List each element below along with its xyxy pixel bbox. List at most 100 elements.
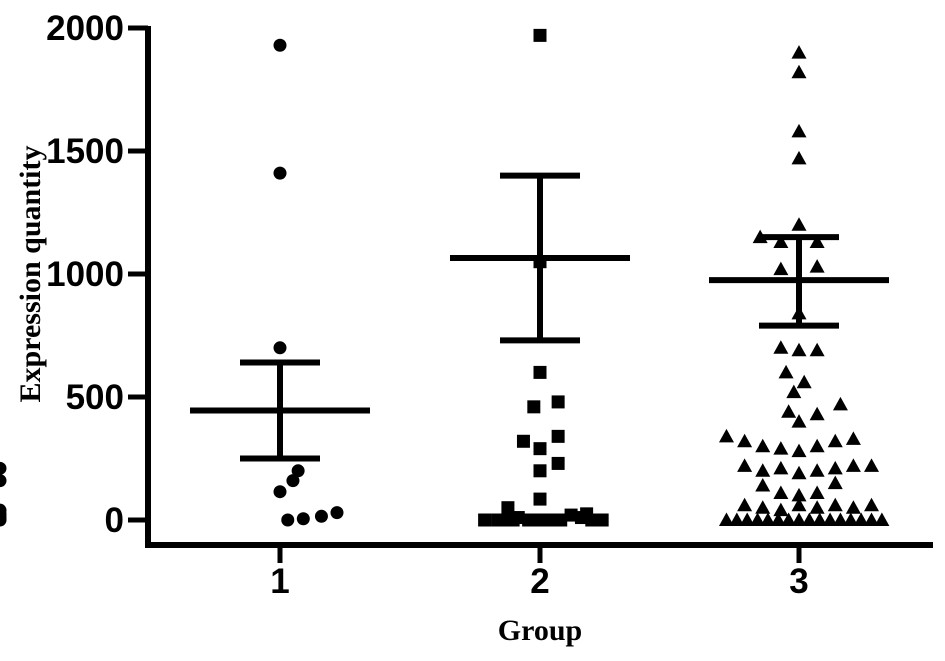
y-tick-label: 0 (105, 501, 124, 540)
data-point-triangle (809, 406, 825, 421)
data-point-circle (273, 38, 287, 52)
data-point-circle (273, 485, 287, 499)
data-point-triangle (822, 512, 838, 526)
data-point-triangle (791, 497, 807, 512)
data-point-triangle (809, 500, 825, 514)
data-point-triangle (843, 512, 859, 526)
data-point-triangle (791, 465, 807, 480)
y-axis-title: Expression quantity (14, 145, 47, 402)
data-point-triangle (791, 414, 807, 428)
data-point-square (551, 395, 565, 409)
data-point-triangle (809, 485, 825, 499)
data-point-circle (314, 509, 328, 523)
data-point-triangle (773, 441, 789, 455)
data-point-triangle (773, 460, 789, 475)
data-point-square (580, 507, 594, 521)
data-point-square (478, 513, 492, 527)
plot-area (0, 28, 890, 527)
data-point-triangle (827, 497, 843, 512)
data-point-triangle (832, 396, 848, 411)
data-point-circle (273, 166, 287, 180)
data-point-triangle (773, 340, 789, 354)
data-point-square (551, 429, 565, 443)
data-point-triangle (773, 261, 789, 276)
data-point-circle (273, 341, 287, 355)
data-point-square (533, 442, 547, 456)
data-point-triangle (845, 458, 861, 472)
data-point-triangle (845, 431, 861, 445)
data-point-triangle (827, 433, 843, 448)
data-point-triangle (739, 512, 755, 526)
data-point-triangle (845, 500, 861, 514)
ticks: 0 500 1000 1500 2000 1 2 3 (46, 9, 809, 601)
data-point-square (496, 513, 510, 527)
data-point-triangle (796, 374, 812, 389)
data-point-triangle (781, 404, 797, 418)
data-point-triangle (864, 512, 880, 526)
data-point-square (516, 434, 530, 448)
data-point-circle (0, 513, 7, 527)
data-point-triangle (791, 217, 807, 231)
data-point-triangle (773, 234, 789, 249)
data-point-triangle (874, 512, 890, 526)
data-point-circle (296, 512, 310, 526)
data-point-triangle (791, 123, 807, 138)
data-point-circle (291, 464, 305, 478)
data-point-triangle (781, 512, 797, 526)
data-point-triangle (755, 478, 771, 492)
data-point-triangle (809, 438, 825, 453)
data-point-circle (0, 461, 7, 475)
data-point-triangle (832, 512, 848, 526)
data-point-triangle (773, 485, 789, 499)
data-point-square (501, 501, 515, 515)
data-point-circle (286, 474, 300, 488)
data-point-square (533, 492, 547, 506)
data-point-triangle (809, 234, 825, 249)
data-point-square (533, 513, 547, 527)
data-point-square (595, 513, 609, 527)
data-point-circle (0, 474, 7, 488)
data-point-triangle (801, 512, 817, 526)
data-point-triangle (737, 497, 753, 512)
data-point-triangle (791, 512, 807, 526)
data-point-triangle (750, 512, 766, 526)
data-point-triangle (778, 364, 794, 379)
data-point-triangle (791, 150, 807, 165)
data-point-square (506, 513, 520, 527)
y-tick-label: 500 (66, 378, 124, 417)
data-point-triangle (791, 45, 807, 59)
data-point-triangle (827, 460, 843, 475)
data-point-triangle (809, 463, 825, 477)
data-point-triangle (755, 463, 771, 477)
data-point-triangle (786, 384, 802, 399)
data-point-triangle (729, 512, 745, 526)
data-point-square (533, 365, 547, 379)
data-point-triangle (755, 500, 771, 514)
data-point-square (522, 513, 536, 527)
data-point-triangle (791, 64, 807, 79)
data-point-triangle (718, 428, 734, 443)
y-tick-label: 1500 (46, 132, 124, 171)
data-point-triangle (770, 512, 786, 526)
data-point-triangle (827, 475, 843, 490)
data-point-triangle (791, 342, 807, 357)
data-point-triangle (737, 458, 753, 472)
data-point-circle (281, 513, 295, 527)
data-point-triangle (791, 487, 807, 502)
data-point-square (543, 513, 557, 527)
data-point-square (533, 28, 547, 42)
y-tick-label: 1000 (46, 255, 124, 294)
data-point-triangle (773, 502, 789, 517)
data-point-triangle (760, 512, 776, 526)
data-point-triangle (755, 438, 771, 453)
data-point-square (533, 464, 547, 478)
x-tick-label: 3 (789, 562, 808, 601)
data-point-triangle (864, 497, 880, 512)
x-tick-label: 1 (270, 562, 289, 601)
data-point-triangle (791, 443, 807, 458)
data-point-triangle (864, 458, 880, 472)
data-point-square (564, 508, 578, 522)
data-point-triangle (718, 512, 734, 526)
data-point-triangle (737, 433, 753, 448)
